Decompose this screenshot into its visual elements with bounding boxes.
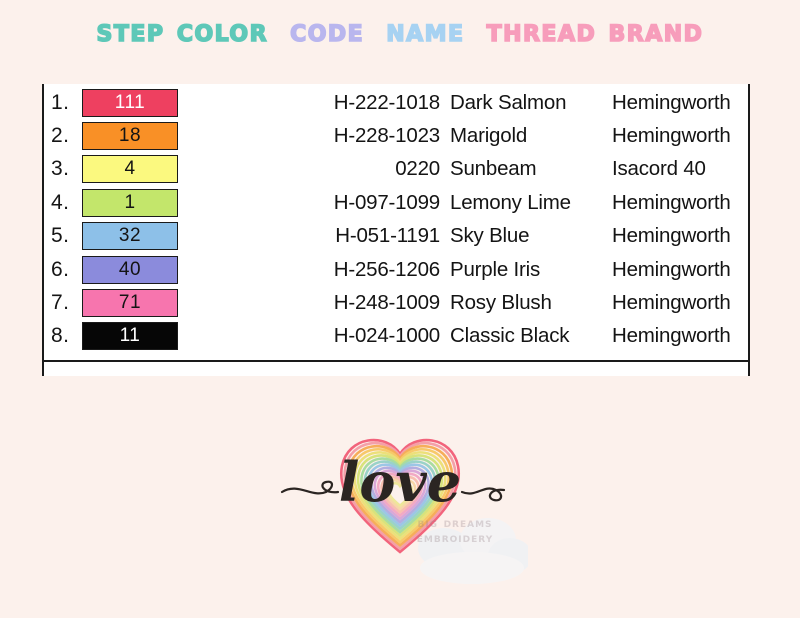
- row-step-number: 3.: [51, 157, 70, 181]
- color-number: 4: [124, 158, 136, 180]
- thread-code: H-024-1000: [333, 324, 440, 348]
- thread-name: Classic Black: [450, 324, 570, 348]
- row-step-number: 4.: [51, 190, 70, 214]
- color-swatch: 40: [82, 255, 178, 284]
- thread-brand: Isacord 40: [612, 157, 706, 181]
- color-chart-table: 1. 111 H-222-1018 Dark Salmon Hemingworth 2. 1…: [42, 84, 750, 376]
- color-swatch: 4: [82, 155, 178, 184]
- heart-ring: [346, 444, 454, 548]
- table-row: 5. 32 H-051-1191 Sky Blue Hemingworth: [44, 220, 748, 253]
- thread-brand: Hemingworth: [612, 257, 731, 281]
- rainbow-heart-svg: love: [280, 438, 528, 584]
- heart-ring: [363, 460, 437, 531]
- thread-code: H-248-1009: [333, 291, 440, 315]
- color-swatch: 18: [82, 122, 178, 151]
- thread-name: Marigold: [450, 124, 528, 148]
- table-bottom-divider: [44, 360, 748, 362]
- script-love-text: love: [339, 450, 461, 514]
- thread-name: Purple Iris: [450, 257, 541, 281]
- thread-name: Dark Salmon: [450, 90, 567, 114]
- heart-ring: [343, 441, 457, 551]
- thread-name: Sky Blue: [450, 224, 530, 248]
- header-word-name: Name: [385, 12, 465, 49]
- heart-ring: [370, 466, 430, 524]
- left-flourish: [280, 480, 340, 495]
- color-swatch: 111: [82, 88, 178, 117]
- heart-ring: [383, 478, 417, 511]
- color-number: 1: [124, 191, 136, 213]
- color-number: 111: [114, 91, 146, 113]
- color-swatch: 11: [82, 322, 178, 351]
- thread-code: H-097-1099: [333, 190, 440, 214]
- thread-brand: Hemingworth: [612, 90, 731, 114]
- page-header: Step Color Code Name Thread Brand: [0, 0, 800, 62]
- table-row: 8. 11 H-024-1000 Classic Black Hemingworth: [44, 320, 748, 353]
- heart-ring: [349, 447, 451, 544]
- thread-code: H-222-1018: [333, 90, 440, 114]
- thread-name: Rosy Blush: [450, 291, 552, 315]
- heart-ring: [339, 438, 461, 554]
- thread-name: Sunbeam: [450, 157, 537, 181]
- row-step-number: 1.: [51, 90, 70, 114]
- table-row: 6. 40 H-256-1206 Purple Iris Hemingworth: [44, 253, 748, 286]
- heart-ring: [356, 454, 444, 538]
- color-swatch: 32: [82, 222, 178, 251]
- heart-ring: [380, 475, 420, 514]
- heart-ring: [373, 469, 427, 521]
- header-word-thread-brand: Thread Brand: [486, 12, 704, 49]
- table-row: 3. 4 0220 Sunbeam Isacord 40: [44, 153, 748, 186]
- color-number: 18: [118, 125, 142, 147]
- thread-code: H-228-1023: [333, 124, 440, 148]
- row-step-number: 8.: [51, 324, 70, 348]
- row-step-number: 5.: [51, 224, 70, 248]
- cloud-shape: [418, 518, 528, 584]
- heart-ring: [386, 481, 414, 508]
- love-heart-artwork: love big dreams embroidery: [272, 398, 528, 598]
- color-number: 11: [119, 325, 141, 347]
- table-row: 1. 111 H-222-1018 Dark Salmon Hemingworth: [44, 86, 748, 119]
- color-swatch: 1: [82, 188, 178, 217]
- thread-brand: Hemingworth: [612, 291, 731, 315]
- thread-brand: Hemingworth: [612, 324, 731, 348]
- thread-brand: Hemingworth: [612, 124, 731, 148]
- table-row: 4. 1 H-097-1099 Lemony Lime Hemingworth: [44, 186, 748, 219]
- color-swatch: 71: [82, 289, 178, 318]
- table-row: 2. 18 H-228-1023 Marigold Hemingworth: [44, 119, 748, 152]
- right-flourish: [460, 487, 506, 502]
- heart-ring: [353, 451, 447, 541]
- color-number: 40: [118, 258, 142, 280]
- thread-name: Lemony Lime: [450, 190, 571, 214]
- thread-brand: Hemingworth: [612, 190, 731, 214]
- heart-ring: [360, 457, 440, 534]
- heart-ring: [376, 472, 424, 518]
- thread-code: H-256-1206: [333, 257, 440, 281]
- color-number: 32: [118, 225, 142, 247]
- table-row: 7. 71 H-248-1009 Rosy Blush Hemingworth: [44, 286, 748, 319]
- header-word-code: Code: [289, 12, 365, 49]
- thread-code: 0220: [395, 157, 440, 181]
- thread-code: H-051-1191: [335, 224, 440, 248]
- table-rows: 1. 111 H-222-1018 Dark Salmon Hemingworth 2. 1…: [44, 86, 748, 353]
- color-number: 71: [118, 292, 142, 314]
- row-step-number: 6.: [51, 257, 70, 281]
- thread-brand: Hemingworth: [612, 224, 731, 248]
- header-word-step-color: Step Color: [96, 12, 269, 49]
- row-step-number: 2.: [51, 124, 70, 148]
- row-step-number: 7.: [51, 291, 70, 315]
- heart-ring: [366, 463, 434, 528]
